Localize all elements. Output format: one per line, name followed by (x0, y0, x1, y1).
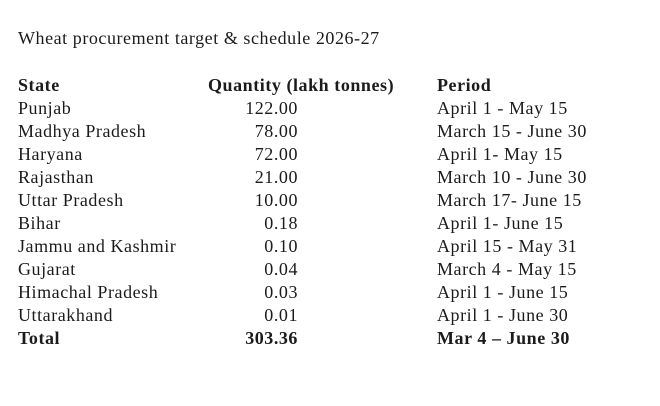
quantity-value: 0.18 (264, 213, 298, 233)
cell-period: March 4 - May 15 (437, 259, 577, 279)
table-header-row: State Quantity (lakh tonnes) Period (18, 74, 652, 97)
table-row: Uttarakhand 0.01 April 1 - June 30 (18, 304, 652, 327)
quantity-value: 78.00 (254, 121, 298, 141)
table-total-row: Total 303.36 Mar 4 – June 30 (18, 327, 652, 350)
procurement-table: State Quantity (lakh tonnes) Period Punj… (18, 74, 652, 350)
quantity-value: 0.04 (264, 259, 298, 279)
table-row: Rajasthan 21.00 March 10 - June 30 (18, 166, 652, 189)
cell-quantity: 21.00 (208, 166, 437, 189)
cell-state: Bihar (18, 213, 61, 233)
cell-quantity: 0.18 (208, 212, 437, 235)
cell-quantity: 0.03 (208, 281, 437, 304)
column-header-quantity: Quantity (lakh tonnes) (208, 75, 395, 95)
quantity-value: 122.00 (245, 98, 298, 118)
quantity-value: 21.00 (254, 167, 298, 187)
cell-state: Himachal Pradesh (18, 282, 159, 302)
cell-period: March 15 - June 30 (437, 121, 587, 141)
cell-quantity: 10.00 (208, 189, 437, 212)
cell-period: April 1- May 15 (437, 144, 563, 164)
table-row: Haryana 72.00 April 1- May 15 (18, 143, 652, 166)
cell-quantity: 303.36 (208, 327, 437, 350)
table-row: Bihar 0.18 April 1- June 15 (18, 212, 652, 235)
cell-period: April 1 - May 15 (437, 98, 568, 118)
cell-quantity: 0.10 (208, 235, 437, 258)
cell-period: March 10 - June 30 (437, 167, 587, 187)
cell-state: Jammu and Kashmir (18, 236, 177, 256)
quantity-value: 72.00 (254, 144, 298, 164)
table-body: Punjab 122.00 April 1 - May 15 Madhya Prade… (18, 97, 652, 350)
cell-period: March 17- June 15 (437, 190, 582, 210)
table-row: Himachal Pradesh 0.03 April 1 - June 15 (18, 281, 652, 304)
column-header-state: State (18, 75, 60, 95)
cell-state: Haryana (18, 144, 83, 164)
cell-period: April 15 - May 31 (437, 236, 578, 256)
table-row: Punjab 122.00 April 1 - May 15 (18, 97, 652, 120)
column-header-period: Period (437, 75, 492, 95)
cell-state: Gujarat (18, 259, 76, 279)
cell-state: Uttar Pradesh (18, 190, 124, 210)
cell-quantity: 72.00 (208, 143, 437, 166)
cell-quantity: 122.00 (208, 97, 437, 120)
table-row: Gujarat 0.04 March 4 - May 15 (18, 258, 652, 281)
table-row: Uttar Pradesh 10.00 March 17- June 15 (18, 189, 652, 212)
cell-state: Punjab (18, 98, 72, 118)
cell-period: April 1 - June 30 (437, 305, 569, 325)
cell-period: Mar 4 – June 30 (437, 328, 570, 348)
cell-state: Total (18, 328, 61, 348)
page-title: Wheat procurement target & schedule 2026… (18, 28, 380, 48)
table-row: Jammu and Kashmir 0.10 April 15 - May 31 (18, 235, 652, 258)
quantity-value: 10.00 (254, 190, 298, 210)
table-row: Madhya Pradesh 78.00 March 15 - June 30 (18, 120, 652, 143)
cell-state: Rajasthan (18, 167, 94, 187)
quantity-value: 303.36 (245, 328, 298, 348)
cell-quantity: 0.04 (208, 258, 437, 281)
quantity-value: 0.01 (264, 305, 298, 325)
cell-period: April 1- June 15 (437, 213, 564, 233)
cell-quantity: 0.01 (208, 304, 437, 327)
cell-state: Madhya Pradesh (18, 121, 147, 141)
cell-period: April 1 - June 15 (437, 282, 569, 302)
cell-quantity: 78.00 (208, 120, 437, 143)
quantity-value: 0.03 (264, 282, 298, 302)
cell-state: Uttarakhand (18, 305, 114, 325)
quantity-value: 0.10 (264, 236, 298, 256)
